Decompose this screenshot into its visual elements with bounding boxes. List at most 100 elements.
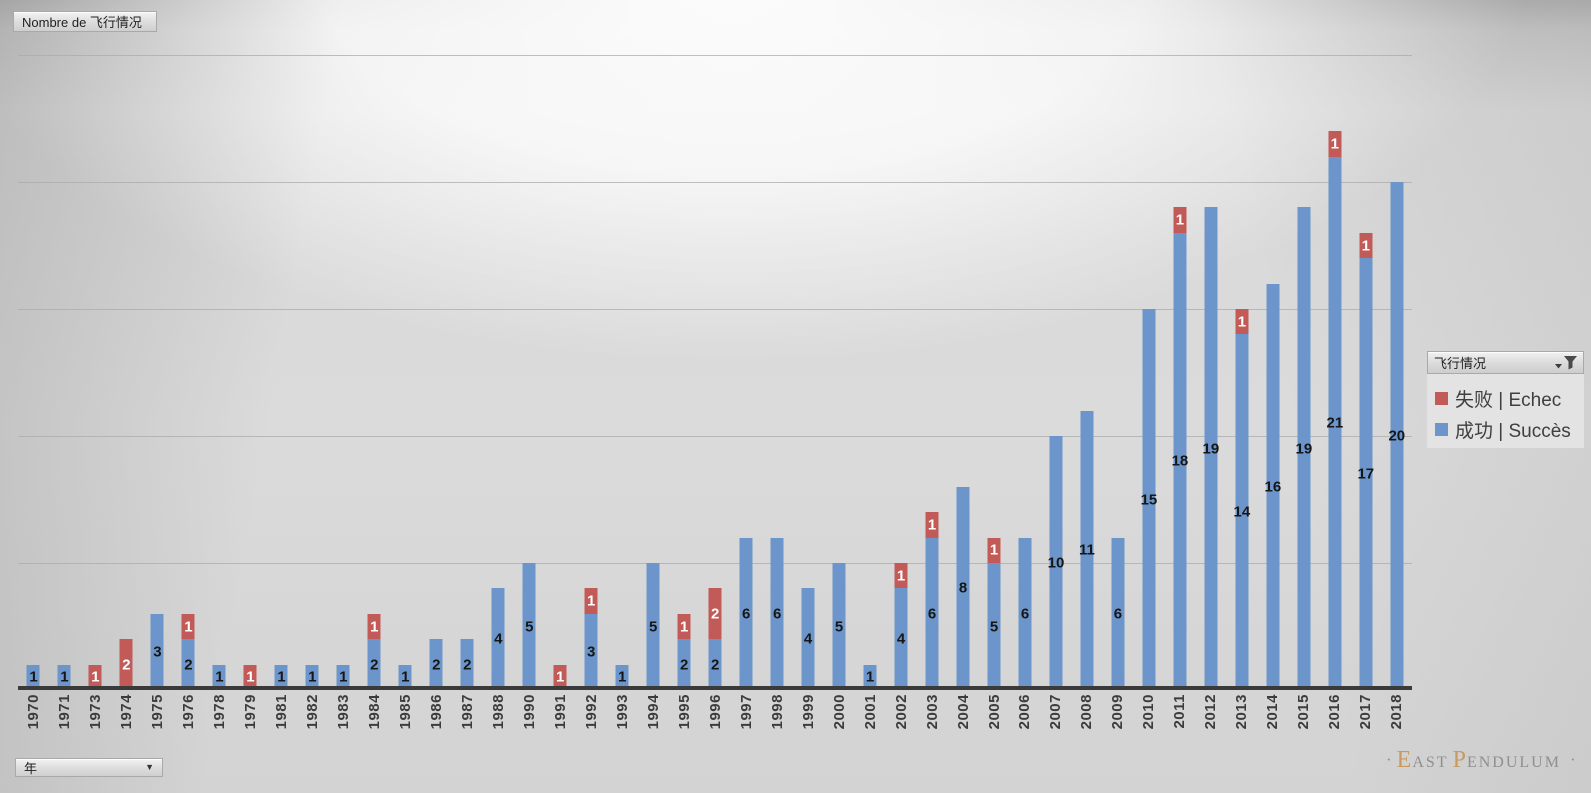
bar-segment-success[interactable]: 4 xyxy=(801,588,815,690)
chart-title-field-button[interactable]: Nombre de 飞行情况 xyxy=(13,11,157,32)
bar-segment-success[interactable]: 16 xyxy=(1265,283,1281,690)
bar-segment-success[interactable]: 2 xyxy=(460,639,474,690)
bar-segment-fail[interactable]: 1 xyxy=(88,664,102,690)
bar-segment-success[interactable]: 5 xyxy=(646,563,660,690)
bar-segment-success-label: 1 xyxy=(618,668,627,686)
bar-segment-success[interactable]: 17 xyxy=(1357,258,1374,690)
bar-segment-fail[interactable]: 1 xyxy=(677,613,691,640)
bar-segment-success-label: 2 xyxy=(679,656,689,674)
bar-group: 11 xyxy=(1071,55,1102,690)
bar-segment-success[interactable]: 21 xyxy=(1326,156,1344,690)
x-axis-tick: 1991 xyxy=(545,694,576,752)
bar-segment-success[interactable]: 18 xyxy=(1172,232,1188,690)
bar-segment-success-label: 1 xyxy=(865,668,875,686)
bar-segment-success[interactable]: 1 xyxy=(398,664,412,690)
bar-segment-success[interactable]: 15 xyxy=(1141,309,1157,690)
x-axis-tick: 2018 xyxy=(1381,694,1412,752)
bar-segment-success[interactable]: 1 xyxy=(274,664,288,690)
bar-segment-success[interactable]: 14 xyxy=(1233,334,1251,690)
bar-segment-success[interactable]: 3 xyxy=(584,613,598,690)
x-axis-tick: 1988 xyxy=(483,694,514,752)
x-axis-label: 1981 xyxy=(272,694,290,730)
year-axis-field-button[interactable]: 年 ▼ xyxy=(15,758,163,777)
x-axis-tick: 1973 xyxy=(80,694,111,752)
bar-segment-success[interactable]: 1 xyxy=(863,664,877,690)
x-axis-label: 2008 xyxy=(1078,694,1096,730)
bar-segment-success[interactable]: 1 xyxy=(26,664,40,690)
bar-group: 6 xyxy=(731,55,762,690)
bar-segment-fail[interactable]: 1 xyxy=(925,512,939,538)
bar-group: 19 xyxy=(1288,55,1319,690)
bar-segment-success-label: 4 xyxy=(896,630,906,648)
x-axis-label: 1999 xyxy=(799,694,817,730)
bar-segment-success-label: 8 xyxy=(958,579,968,597)
bar-segment-success[interactable]: 10 xyxy=(1048,436,1064,690)
bar-segment-success-label: 14 xyxy=(1233,503,1251,521)
bar-segment-fail[interactable]: 1 xyxy=(553,664,567,690)
bar-segment-success[interactable]: 19 xyxy=(1296,207,1312,690)
bar-segment-success[interactable]: 4 xyxy=(491,588,505,690)
bar-segment-success-label: 21 xyxy=(1326,414,1344,432)
bar-segment-fail[interactable]: 1 xyxy=(1173,207,1187,233)
bar-segment-success[interactable]: 1 xyxy=(212,664,226,690)
bar-segment-success[interactable]: 1 xyxy=(57,664,71,690)
bar-segment-success[interactable]: 11 xyxy=(1079,410,1095,690)
bar-group: 1 xyxy=(266,55,297,690)
x-axis-label: 1974 xyxy=(117,694,135,730)
bar-segment-success-label: 6 xyxy=(741,605,751,623)
bar-segment-success[interactable]: 2 xyxy=(367,639,381,690)
bar-segment-fail[interactable]: 1 xyxy=(584,588,598,614)
bar-segment-fail[interactable]: 1 xyxy=(1359,232,1373,259)
bar-segment-success[interactable]: 2 xyxy=(429,639,443,690)
legend-field-button[interactable]: 飞行情况 xyxy=(1427,351,1584,374)
bar-segment-success[interactable]: 20 xyxy=(1388,182,1405,690)
bar-segment-success[interactable]: 6 xyxy=(1111,537,1125,690)
x-axis-tick: 1990 xyxy=(514,694,545,752)
bar-segment-fail[interactable]: 1 xyxy=(987,537,1001,563)
bar-segment-fail[interactable]: 1 xyxy=(367,613,381,640)
bar-segment-success[interactable]: 6 xyxy=(1018,537,1032,690)
bar-segment-fail[interactable]: 1 xyxy=(243,664,257,690)
gridline xyxy=(18,436,1412,437)
bar-segment-success[interactable]: 6 xyxy=(925,537,939,690)
bar-segment-success[interactable]: 2 xyxy=(181,639,195,690)
bar-segment-success[interactable]: 1 xyxy=(336,664,350,690)
bar-segment-success[interactable]: 5 xyxy=(987,563,1001,690)
bar-group: 10 xyxy=(1040,55,1071,690)
gridline xyxy=(18,55,1412,56)
bar-segment-success[interactable]: 6 xyxy=(770,537,784,690)
bar-segment-fail[interactable]: 2 xyxy=(708,588,722,640)
bar-segment-success[interactable]: 2 xyxy=(677,639,691,690)
watermark-east-pendulum: · EAST PENDULUM · xyxy=(1381,747,1581,774)
bar-segment-fail[interactable]: 1 xyxy=(181,613,195,640)
bar-segment-fail[interactable]: 1 xyxy=(894,563,908,589)
bar-segment-fail[interactable]: 2 xyxy=(119,639,133,690)
bar-segment-success[interactable]: 6 xyxy=(739,537,753,690)
bar-segment-success[interactable]: 8 xyxy=(956,486,970,690)
legend-items: 失败 | Echec 成功 | Succès xyxy=(1427,374,1584,442)
x-axis-label: 1991 xyxy=(551,694,569,730)
bar-segment-success[interactable]: 19 xyxy=(1203,207,1219,690)
bar-segment-success[interactable]: 1 xyxy=(305,664,319,690)
bar-segment-fail-label: 1 xyxy=(1175,211,1185,229)
bar-segment-success[interactable]: 1 xyxy=(615,664,629,690)
bar-group: 2 xyxy=(111,55,142,690)
x-axis-label: 1976 xyxy=(179,694,197,730)
bar-segment-success[interactable]: 3 xyxy=(150,613,164,690)
bar-segment-success[interactable]: 4 xyxy=(894,588,908,690)
bar-segment-success[interactable]: 5 xyxy=(832,563,846,690)
x-axis-tick: 1987 xyxy=(452,694,483,752)
bar-group: 1 xyxy=(18,55,49,690)
bar-segment-success[interactable]: 5 xyxy=(522,563,536,690)
x-axis-label: 1993 xyxy=(613,694,631,730)
bar-segment-success-label: 2 xyxy=(432,656,441,674)
bar-group: 5 xyxy=(824,55,855,690)
bar-segment-success[interactable]: 2 xyxy=(708,639,722,690)
x-axis-label: 2007 xyxy=(1047,694,1065,730)
bar-segment-fail[interactable]: 1 xyxy=(1235,309,1249,335)
bar-group: 1 xyxy=(204,55,235,690)
bar-segment-fail[interactable]: 1 xyxy=(1328,131,1342,157)
